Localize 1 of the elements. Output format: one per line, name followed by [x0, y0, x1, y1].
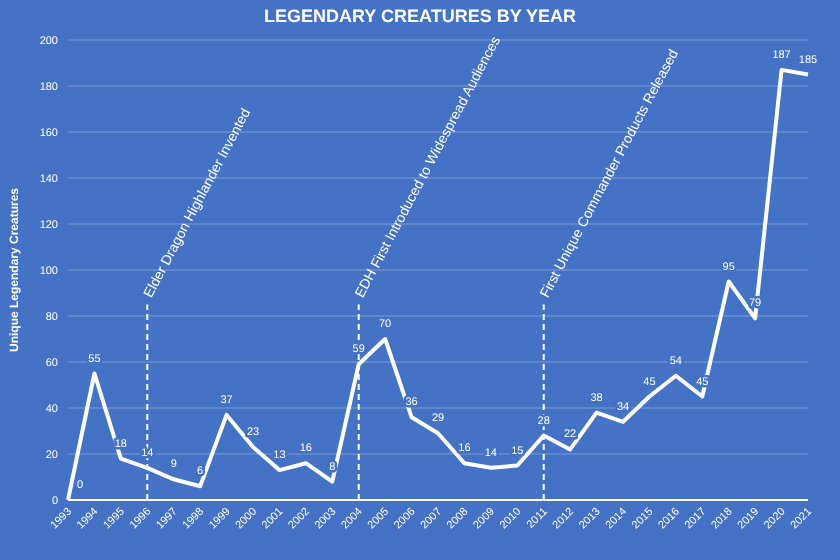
chart-title: LEGENDARY CREATURES BY YEAR [263, 6, 578, 26]
